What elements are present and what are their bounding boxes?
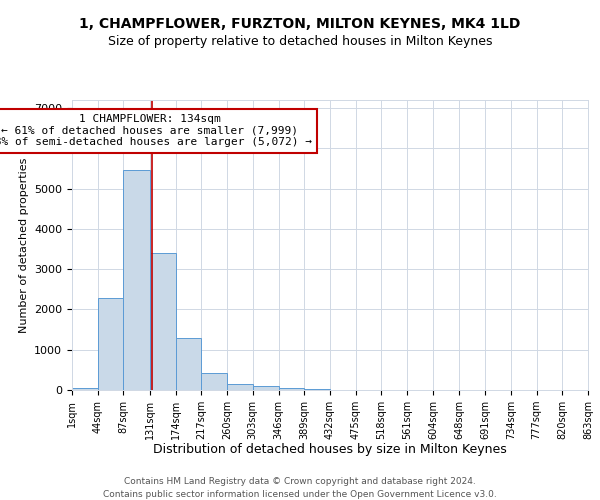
Text: 1, CHAMPFLOWER, FURZTON, MILTON KEYNES, MK4 1LD: 1, CHAMPFLOWER, FURZTON, MILTON KEYNES, … xyxy=(79,18,521,32)
Text: Size of property relative to detached houses in Milton Keynes: Size of property relative to detached ho… xyxy=(108,35,492,48)
Bar xyxy=(176,338,201,390)
Bar xyxy=(98,298,124,390)
Bar xyxy=(201,372,227,390)
Bar xyxy=(278,388,304,390)
Text: Contains HM Land Registry data © Crown copyright and database right 2024.: Contains HM Land Registry data © Crown c… xyxy=(124,478,476,486)
Bar xyxy=(72,388,98,390)
Bar xyxy=(227,384,253,390)
Bar xyxy=(304,389,330,390)
Text: Distribution of detached houses by size in Milton Keynes: Distribution of detached houses by size … xyxy=(153,442,507,456)
Bar xyxy=(150,253,176,390)
Bar xyxy=(124,170,150,390)
Bar xyxy=(253,386,278,390)
Y-axis label: Number of detached properties: Number of detached properties xyxy=(19,158,29,332)
Text: Contains public sector information licensed under the Open Government Licence v3: Contains public sector information licen… xyxy=(103,490,497,499)
Text: 1 CHAMPFLOWER: 134sqm
← 61% of detached houses are smaller (7,999)
38% of semi-d: 1 CHAMPFLOWER: 134sqm ← 61% of detached … xyxy=(0,114,312,148)
